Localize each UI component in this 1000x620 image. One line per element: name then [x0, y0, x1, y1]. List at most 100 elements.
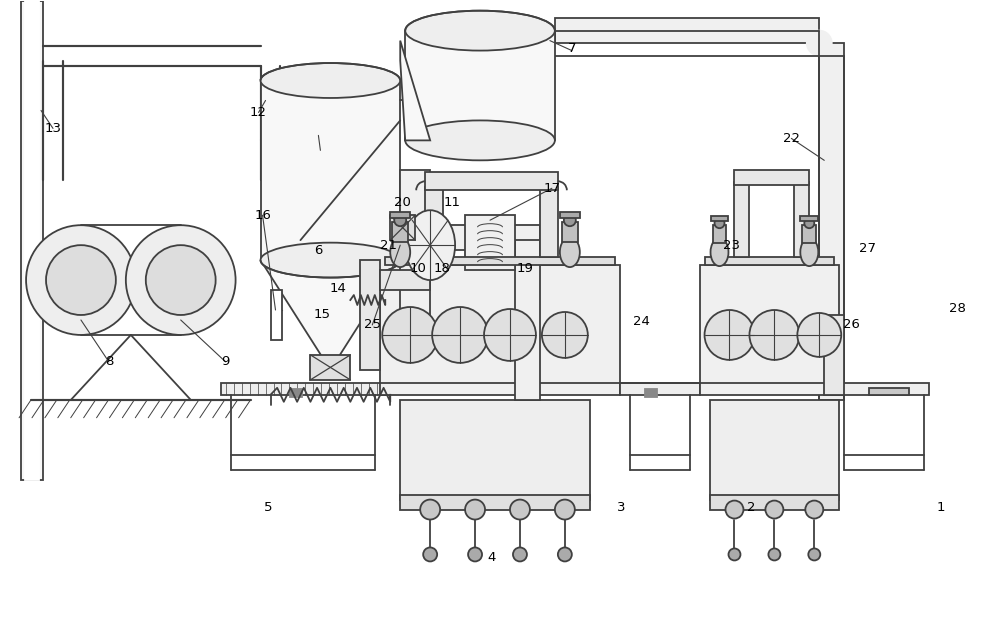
- Bar: [360, 260, 380, 370]
- Bar: [380, 265, 620, 395]
- Bar: [560, 212, 580, 218]
- Circle shape: [465, 500, 485, 520]
- Bar: [425, 187, 443, 257]
- Text: 3: 3: [617, 501, 626, 514]
- Ellipse shape: [405, 210, 455, 280]
- Text: 21: 21: [380, 239, 397, 252]
- Text: 11: 11: [444, 196, 461, 209]
- Text: 6: 6: [314, 244, 323, 257]
- Circle shape: [765, 500, 783, 518]
- Ellipse shape: [711, 238, 728, 266]
- Text: 5: 5: [264, 501, 273, 514]
- Text: 1: 1: [937, 501, 945, 514]
- Circle shape: [725, 500, 743, 518]
- Text: 22: 22: [783, 132, 800, 145]
- Bar: [271, 290, 282, 340]
- Bar: [710, 495, 839, 510]
- Bar: [290, 389, 302, 397]
- Bar: [819, 43, 844, 400]
- Bar: [794, 182, 809, 257]
- Ellipse shape: [800, 238, 818, 266]
- Bar: [385, 257, 615, 265]
- Circle shape: [126, 225, 236, 335]
- Ellipse shape: [560, 237, 580, 267]
- Circle shape: [382, 307, 438, 363]
- Text: 24: 24: [633, 316, 650, 329]
- Bar: [400, 170, 430, 320]
- Circle shape: [468, 547, 482, 562]
- Circle shape: [420, 500, 440, 520]
- Circle shape: [804, 218, 814, 228]
- Text: 18: 18: [434, 262, 451, 275]
- Text: 25: 25: [364, 319, 381, 332]
- Bar: [392, 222, 408, 242]
- Circle shape: [728, 549, 740, 560]
- Text: 8: 8: [105, 355, 113, 368]
- Bar: [824, 315, 844, 395]
- Circle shape: [542, 312, 588, 358]
- Ellipse shape: [405, 11, 555, 51]
- Bar: [310, 355, 350, 380]
- Bar: [734, 170, 809, 185]
- Polygon shape: [400, 40, 430, 140]
- Bar: [705, 257, 834, 265]
- Bar: [540, 187, 558, 257]
- Bar: [555, 18, 819, 43]
- Text: 27: 27: [859, 242, 876, 255]
- Bar: [515, 240, 540, 400]
- Circle shape: [715, 218, 724, 228]
- Bar: [700, 265, 839, 395]
- Circle shape: [26, 225, 136, 335]
- Bar: [390, 212, 410, 218]
- Ellipse shape: [405, 120, 555, 161]
- Circle shape: [808, 549, 820, 560]
- Bar: [802, 225, 816, 243]
- Circle shape: [555, 500, 575, 520]
- Text: 13: 13: [45, 122, 62, 135]
- Text: 4: 4: [488, 551, 496, 564]
- Text: 9: 9: [221, 355, 230, 368]
- Circle shape: [558, 547, 572, 562]
- Circle shape: [805, 500, 823, 518]
- Bar: [620, 383, 700, 395]
- Circle shape: [484, 309, 536, 361]
- Circle shape: [46, 245, 116, 315]
- Bar: [800, 216, 818, 221]
- Circle shape: [749, 310, 799, 360]
- Circle shape: [513, 547, 527, 562]
- Ellipse shape: [261, 242, 400, 278]
- Text: 19: 19: [517, 262, 533, 275]
- Bar: [221, 383, 390, 395]
- Bar: [734, 182, 749, 257]
- Bar: [465, 215, 515, 270]
- Text: 12: 12: [250, 106, 267, 119]
- Circle shape: [432, 307, 488, 363]
- Bar: [839, 383, 929, 395]
- Bar: [405, 30, 555, 140]
- Bar: [21, 1, 43, 480]
- Bar: [390, 215, 415, 240]
- Text: 17: 17: [543, 182, 560, 195]
- Text: 23: 23: [723, 239, 740, 252]
- Circle shape: [797, 313, 841, 357]
- Circle shape: [564, 215, 576, 226]
- Text: 10: 10: [410, 262, 427, 275]
- Circle shape: [807, 30, 832, 56]
- Bar: [400, 495, 590, 510]
- Ellipse shape: [390, 237, 410, 267]
- Bar: [380, 270, 430, 290]
- Bar: [869, 388, 909, 395]
- Bar: [710, 400, 839, 500]
- Text: 28: 28: [949, 301, 965, 314]
- Bar: [25, 1, 39, 480]
- Circle shape: [768, 549, 780, 560]
- Circle shape: [394, 215, 406, 226]
- Text: 15: 15: [314, 309, 331, 322]
- Bar: [713, 225, 726, 243]
- Text: 16: 16: [254, 209, 271, 222]
- Bar: [425, 172, 558, 190]
- Text: 26: 26: [843, 319, 860, 332]
- Polygon shape: [261, 260, 400, 370]
- Bar: [400, 400, 590, 500]
- Bar: [645, 389, 657, 397]
